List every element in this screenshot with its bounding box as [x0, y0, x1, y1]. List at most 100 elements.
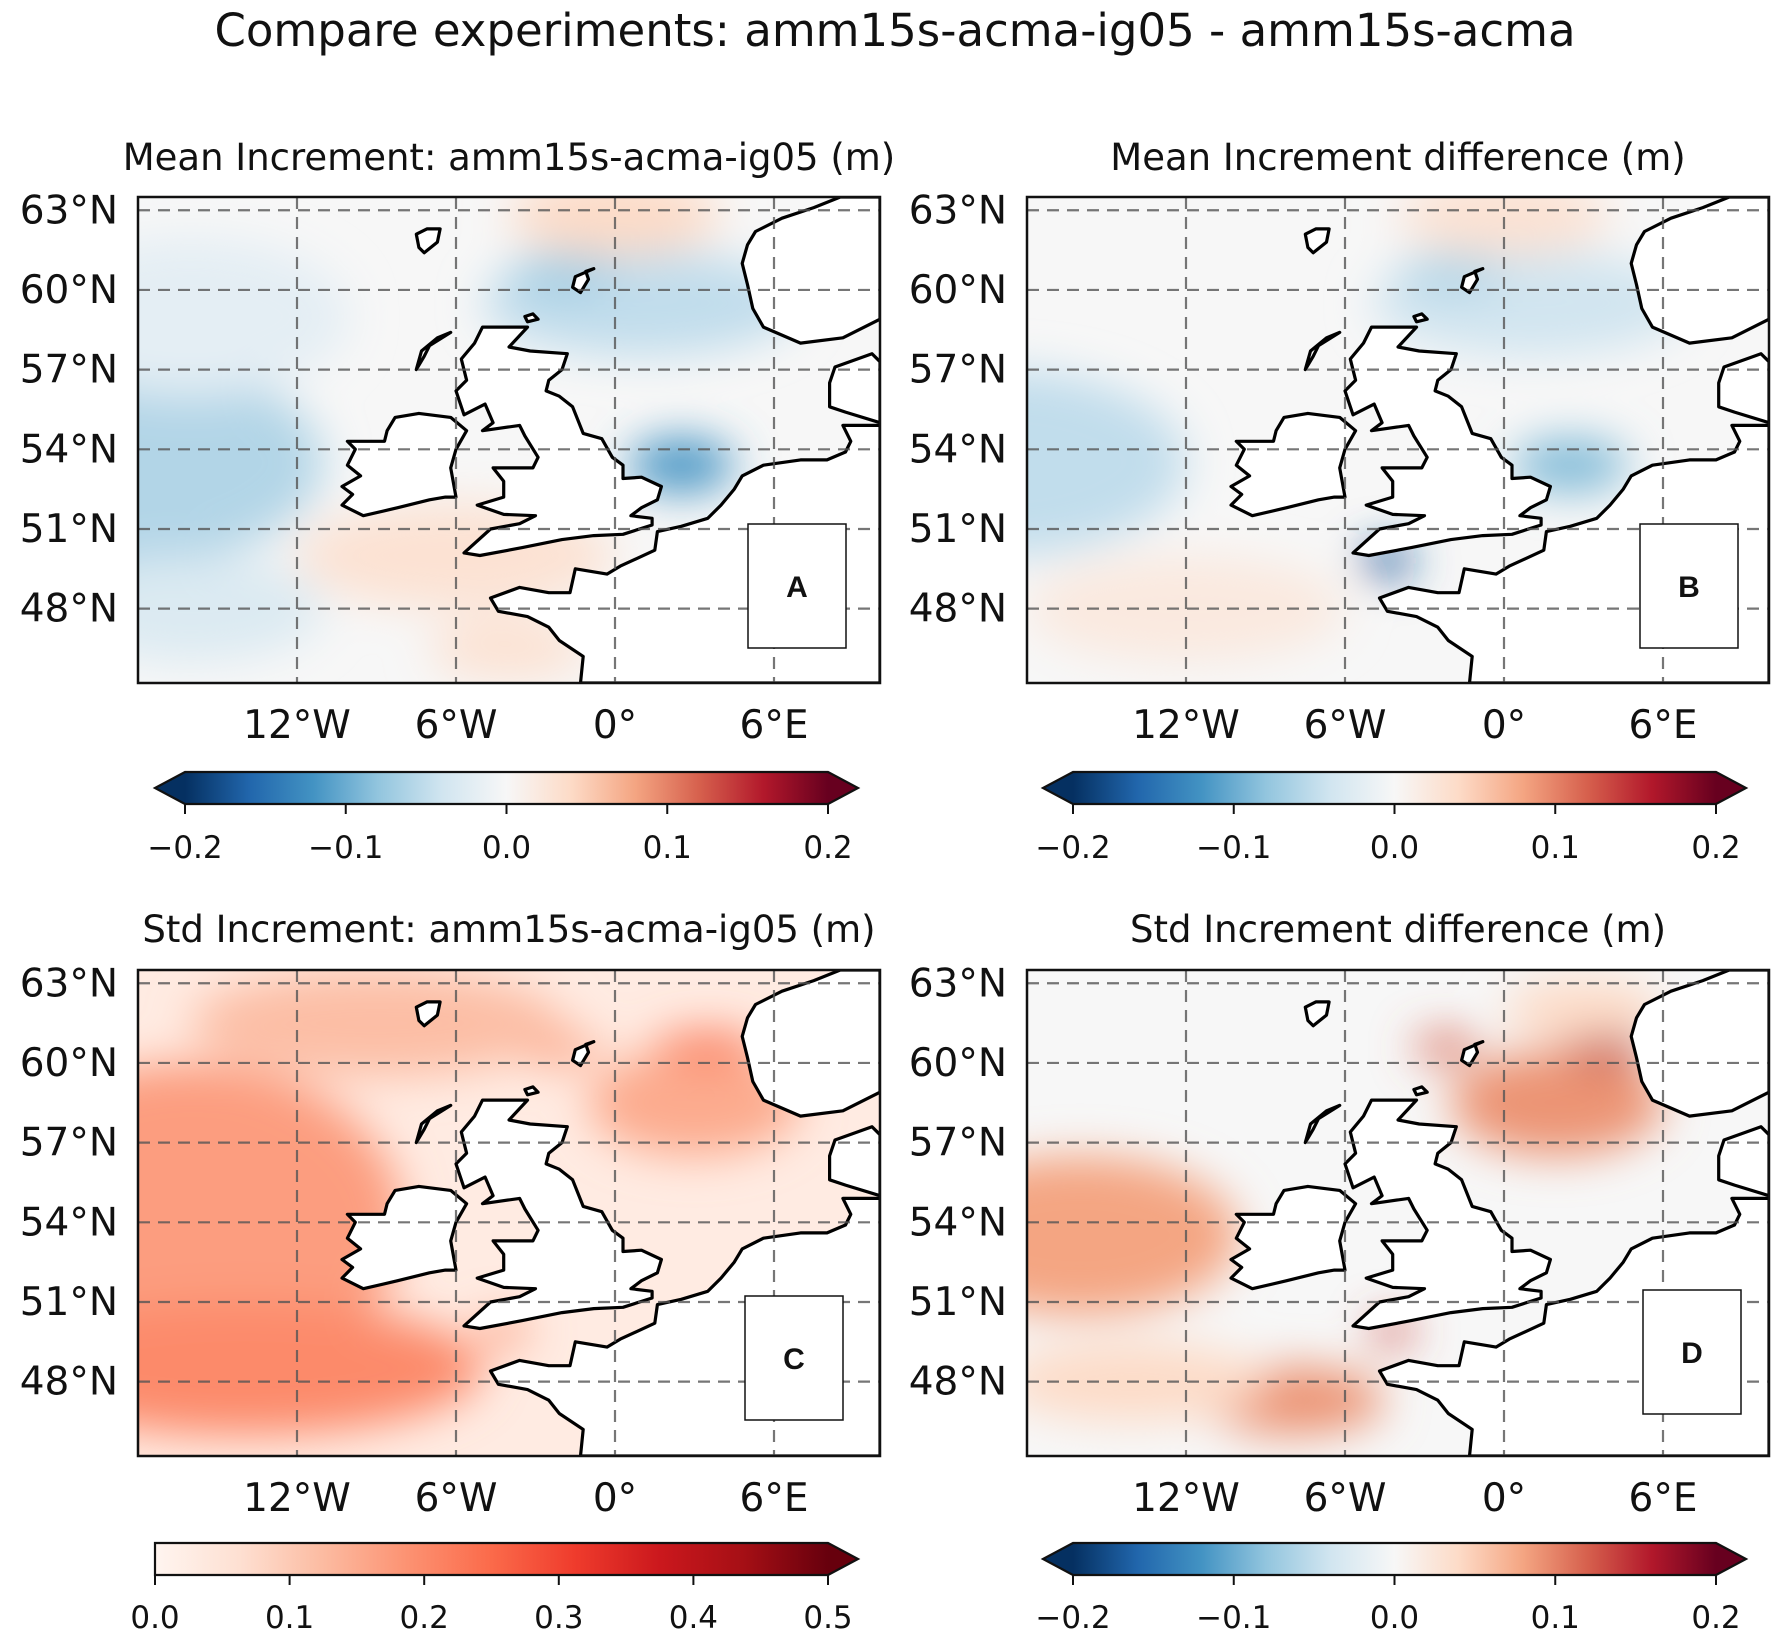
- field-anomaly: [138, 1301, 483, 1435]
- lat-tick-label: 63°N: [909, 961, 1007, 1006]
- colorbar: −0.2 −0.1 0.0 0.1 0.2: [1035, 1541, 1749, 1632]
- map-field: [138, 970, 880, 1456]
- lat-tick-label: 57°N: [909, 348, 1007, 393]
- coastline: [740, 197, 880, 345]
- coastline: [1229, 411, 1358, 518]
- panel-letter-box: [1642, 1289, 1742, 1415]
- gridlines: [138, 970, 880, 1456]
- colorbar-tick-label: 0.2: [1691, 1600, 1740, 1632]
- coastline: [414, 1000, 442, 1028]
- field-anomalies: [1027, 197, 1690, 662]
- colorbar-outline: [153, 1541, 861, 1577]
- lat-tick-label: 63°N: [20, 188, 118, 233]
- lat-tick-label: 63°N: [909, 188, 1007, 233]
- coastline: [1717, 352, 1769, 425]
- colorbar-max-extension: [828, 772, 858, 804]
- colorbar-min-extension: [1043, 772, 1073, 804]
- lon-tick-label: 6°E: [740, 1476, 809, 1521]
- lat-tick-label: 60°N: [20, 1041, 118, 1086]
- lon-tick-label: 6°E: [740, 703, 809, 748]
- colorbar-min-extension: [1043, 1543, 1073, 1575]
- coastline: [414, 227, 442, 255]
- panel-letter-box: [1639, 523, 1739, 649]
- lat-tick-label: 57°N: [20, 1121, 118, 1166]
- map-frame: [1025, 968, 1771, 1458]
- colorbar-tick-label: 0.1: [1531, 830, 1580, 866]
- colorbar-gradient: [1073, 772, 1716, 804]
- panel-letter: C: [783, 1343, 805, 1376]
- colorbar-max-extension: [828, 1543, 858, 1575]
- lat-tick-label: 60°N: [909, 268, 1007, 313]
- lon-tick-label: 6°W: [415, 703, 498, 748]
- coastline: [523, 312, 540, 324]
- panel-b: Mean Increment difference (m) 63°N 60°N 57°…: [909, 136, 1771, 866]
- colorbar-tick-label: −0.2: [1035, 830, 1110, 866]
- colorbar: −0.2 −0.1 0.0 0.1 0.2: [147, 770, 861, 866]
- field-anomaly: [1027, 370, 1186, 555]
- field-anomaly: [654, 1031, 761, 1063]
- gridlines: [138, 197, 880, 683]
- colorbar-tick-label: 0.1: [1531, 1600, 1580, 1632]
- colorbar-tick-label: 0.2: [400, 1600, 449, 1632]
- coastline: [1343, 1098, 1552, 1331]
- coastline: [1629, 970, 1769, 1118]
- coastline: [1303, 227, 1331, 255]
- lat-tick-label: 57°N: [20, 348, 118, 393]
- coastline: [571, 1040, 596, 1068]
- field-anomaly: [588, 1049, 801, 1156]
- colorbar-tick-label: 0.1: [265, 1600, 314, 1632]
- coastline: [1229, 1184, 1358, 1291]
- colorbar-tick-label: −0.1: [1196, 830, 1271, 866]
- lon-tick-label: 6°W: [1304, 703, 1387, 748]
- coastline: [454, 1098, 663, 1331]
- field-anomalies: [138, 197, 801, 681]
- colorbar-tick-label: 0.2: [1691, 830, 1740, 866]
- panels: Mean Increment: amm15s-acma-ig05 (m)63°N…: [20, 136, 1771, 1632]
- colorbar-gradient: [1073, 1543, 1716, 1575]
- lon-tick-label: 0°: [593, 703, 637, 748]
- coastline: [1460, 1040, 1485, 1068]
- coastline: [1412, 312, 1429, 324]
- coastline: [828, 352, 880, 425]
- lat-tick-label: 48°N: [20, 1360, 118, 1405]
- lat-tick-label: 57°N: [909, 1121, 1007, 1166]
- panel-letter-box: [744, 1295, 844, 1421]
- lat-tick-label: 60°N: [909, 1041, 1007, 1086]
- lat-tick-label: 51°N: [909, 507, 1007, 552]
- lon-tick-label: 6°W: [1304, 1476, 1387, 1521]
- field-anomaly: [1413, 1033, 1478, 1061]
- colorbar: −0.2 −0.1 0.0 0.1 0.2: [1035, 770, 1749, 866]
- coastline: [523, 1085, 540, 1097]
- lon-tick-label: 6°E: [1629, 1476, 1698, 1521]
- field-anomaly: [138, 357, 324, 568]
- gridlines: [1027, 970, 1769, 1456]
- lat-tick-label: 54°N: [20, 427, 118, 472]
- lat-tick-label: 51°N: [909, 1280, 1007, 1325]
- colorbar-tick-label: 0.0: [1370, 830, 1419, 866]
- lon-tick-label: 6°E: [1629, 703, 1698, 748]
- lat-tick-label: 60°N: [20, 268, 118, 313]
- field-anomaly: [1398, 252, 1504, 296]
- map-frame: [136, 195, 882, 685]
- coastline: [571, 267, 596, 295]
- lat-tick-label: 54°N: [909, 427, 1007, 472]
- panel-title: Std Increment: amm15s-acma-ig05 (m): [142, 908, 875, 951]
- lat-tick-label: 63°N: [20, 961, 118, 1006]
- lon-tick-label: 6°W: [415, 1476, 498, 1521]
- lat-tick-label: 51°N: [20, 507, 118, 552]
- colorbar-tick-label: 0.1: [643, 830, 692, 866]
- panel-letter: B: [1678, 571, 1700, 604]
- colorbar-tick-label: 0.0: [482, 830, 531, 866]
- coastline: [1343, 325, 1552, 558]
- colorbar-tick-label: 0.0: [130, 1600, 179, 1632]
- coastline: [414, 330, 453, 372]
- colorbar-tick-label: −0.2: [147, 830, 222, 866]
- coastline: [340, 411, 469, 518]
- coastline: [1460, 267, 1485, 295]
- colorbar-tick-label: 0.3: [534, 1600, 583, 1632]
- coastline: [740, 970, 880, 1118]
- panel-c: Std Increment: amm15s-acma-ig05 (m) 63°N 6…: [20, 908, 882, 1632]
- colorbar-tick-label: 0.5: [803, 1600, 852, 1632]
- figure-title: Compare experiments: amm15s-acma-ig05 - …: [214, 4, 1575, 57]
